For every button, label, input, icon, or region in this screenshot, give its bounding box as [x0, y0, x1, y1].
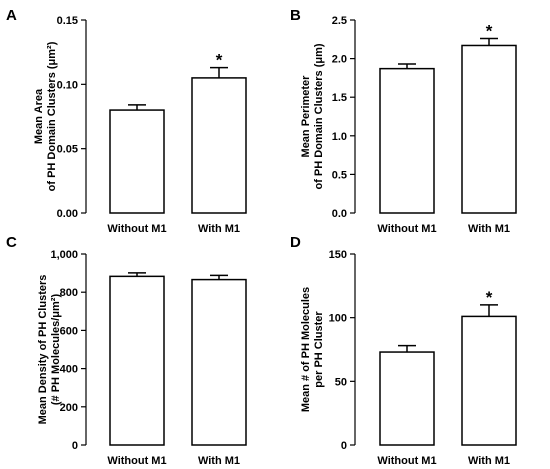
chart-panel-b: B 0.0 0.5 1.0 1.5 2.0 2.5 Without M1 * With M1 Mea…	[290, 7, 517, 235]
bar-1	[379, 351, 435, 446]
y-tick-label: 150	[329, 249, 347, 261]
y-axis-label-line: of PH Domain Clusters (μm)	[313, 43, 325, 189]
significance-star: *	[486, 22, 493, 41]
category-label: With M1	[468, 223, 510, 235]
bar-1	[109, 275, 165, 446]
y-axis-label-line: (# PH Molecules/μm²)	[50, 294, 62, 406]
significance-star: *	[216, 51, 223, 70]
y-axis-label-line: of PH Domain Clusters (μm²)	[46, 41, 58, 191]
panel-letter: D	[290, 234, 301, 251]
y-axis-label: Mean Density of PH Clusters(# PH Molecul…	[37, 275, 62, 425]
y-axis-label-line: Mean Perimeter	[300, 75, 312, 158]
panel-letter: A	[6, 7, 17, 24]
y-tick-label: 0	[341, 440, 347, 452]
category-label: Without M1	[377, 455, 436, 467]
category-label: Without M1	[377, 223, 436, 235]
chart-panel-a: A 0.00 0.05 0.10 0.15 Without M1 * With M1 Mean …	[6, 7, 247, 235]
y-axis-label: Mean Perimeterof PH Domain Clusters (μm)	[300, 43, 325, 189]
y-tick-label: 800	[60, 287, 78, 299]
y-axis-label-line: Mean # of PH Molecules	[300, 287, 312, 412]
y-tick-label: 0	[72, 440, 78, 452]
chart-panel-d: D 0 50 100 150 Without M1 * With M1 Mean # of PH…	[290, 234, 517, 467]
y-tick-label: 1.0	[332, 131, 347, 143]
panel-letter: C	[6, 234, 17, 251]
category-label: With M1	[198, 223, 240, 235]
y-tick-label: 600	[60, 325, 78, 337]
y-tick-label: 2.5	[332, 15, 347, 27]
bar-2	[191, 278, 247, 446]
bar-1	[379, 67, 435, 214]
y-tick-label: 400	[60, 364, 78, 376]
bar-1	[109, 109, 165, 214]
y-tick-label: 0.00	[57, 208, 78, 220]
panel-letter: B	[290, 7, 301, 24]
y-tick-label: 0.10	[57, 79, 78, 91]
y-tick-label: 1,000	[50, 249, 78, 261]
chart-panel-c: C 0 200 400 600 800 1,000 Without M1 With M1 Mean…	[6, 234, 247, 467]
category-label: Without M1	[107, 455, 166, 467]
y-axis-label-line: Mean Density of PH Clusters	[37, 275, 49, 425]
y-axis-label: Mean # of PH Moleculesper PH Cluster	[300, 287, 325, 412]
category-label: Without M1	[107, 223, 166, 235]
y-tick-label: 100	[329, 313, 347, 325]
y-tick-label: 2.0	[332, 54, 347, 66]
significance-star: *	[486, 288, 493, 307]
y-axis-label: Mean Areaof PH Domain Clusters (μm²)	[33, 41, 58, 191]
y-tick-label: 50	[335, 376, 347, 388]
bar-2	[191, 77, 247, 214]
y-tick-label: 1.5	[332, 92, 347, 104]
bar-2	[461, 315, 517, 446]
y-tick-label: 0.05	[57, 144, 78, 156]
y-axis-label-line: per PH Cluster	[313, 311, 325, 388]
bar-2	[461, 44, 517, 214]
y-tick-label: 0.5	[332, 169, 347, 181]
y-tick-label: 0.0	[332, 208, 347, 220]
category-label: With M1	[198, 455, 240, 467]
category-label: With M1	[468, 455, 510, 467]
y-tick-label: 0.15	[57, 15, 78, 27]
y-axis-label-line: Mean Area	[33, 88, 45, 144]
y-tick-label: 200	[60, 402, 78, 414]
